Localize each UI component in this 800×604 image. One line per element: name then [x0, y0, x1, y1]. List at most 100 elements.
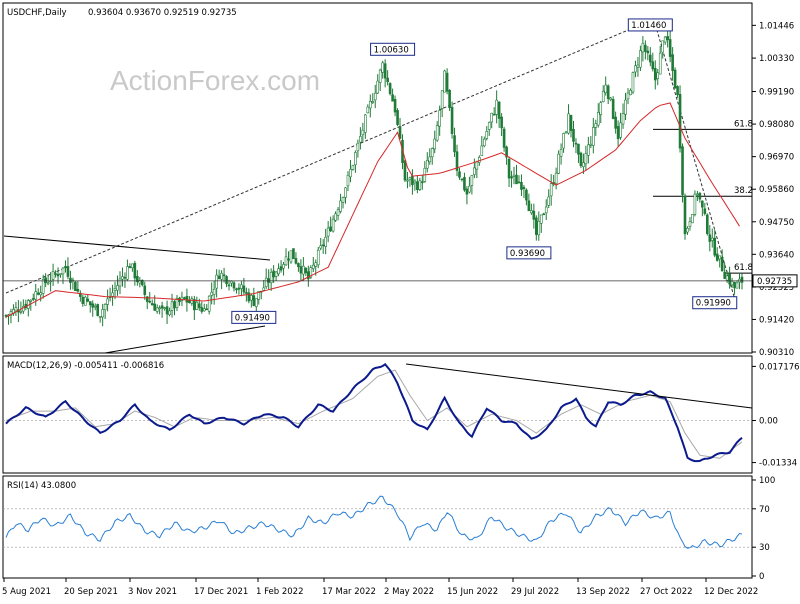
candle-body	[91, 303, 95, 308]
x-tick-label: 29 Jul 2022	[511, 587, 559, 597]
candle-body	[277, 268, 280, 275]
candle-body	[507, 158, 511, 179]
candle-body	[611, 99, 615, 119]
candle-body	[624, 99, 627, 115]
candle-body	[666, 36, 669, 41]
candle-body	[430, 148, 434, 158]
candle-body	[678, 93, 682, 149]
price-tick-label: 0.92525	[759, 283, 794, 293]
candle-body	[121, 276, 124, 280]
candle-body	[740, 276, 744, 283]
candle-body	[294, 258, 298, 264]
candle-body	[520, 181, 523, 190]
candle-body	[676, 86, 679, 96]
candle-body	[185, 296, 189, 303]
candle-body	[428, 156, 432, 163]
candle-body	[644, 44, 647, 52]
candle-body	[309, 267, 313, 278]
macd-title: MACD(12,26,9) -0.005411 -0.006816	[7, 361, 164, 371]
candle-body	[487, 122, 491, 130]
candle-body	[495, 99, 498, 115]
candle-body	[257, 291, 261, 300]
candle-body	[314, 262, 318, 267]
candle-body	[693, 193, 697, 215]
candle-body	[173, 301, 176, 309]
candle-body	[272, 270, 275, 278]
candle-body	[438, 110, 441, 127]
candle-body	[482, 138, 486, 147]
fib-label: 61.8	[734, 263, 753, 273]
candle-body	[579, 152, 583, 166]
candle-body	[245, 292, 248, 294]
candle-body	[383, 63, 387, 79]
candle-body	[66, 266, 70, 277]
price-label: 1.01460	[631, 21, 666, 31]
ma-line	[5, 102, 740, 318]
candle-body	[356, 142, 360, 152]
current-price: 0.92735	[3, 274, 798, 288]
candle-body	[505, 146, 508, 158]
candle-body	[54, 273, 57, 275]
candle-body	[539, 214, 543, 224]
candle-body	[681, 146, 684, 195]
candle-body	[252, 295, 256, 306]
x-tick-label: 13 Sep 2022	[576, 587, 630, 597]
price-label-box	[692, 296, 738, 310]
candle-body	[361, 129, 365, 136]
falling-trendline	[653, 19, 736, 301]
candle-body	[614, 116, 617, 129]
candle-body	[44, 277, 47, 283]
candle-body	[609, 97, 612, 100]
candle-body	[197, 303, 201, 308]
candle-body	[396, 110, 399, 125]
candle-body	[641, 43, 645, 53]
candle-body	[324, 236, 327, 247]
candle-body	[646, 50, 650, 54]
candle-body	[425, 160, 429, 169]
candle-body	[445, 72, 449, 92]
candle-body	[621, 113, 625, 125]
x-tick-label: 5 Aug 2021	[2, 587, 51, 597]
candle-body	[160, 305, 164, 309]
candle-body	[262, 287, 266, 291]
candle-body	[14, 307, 18, 312]
candle-body	[41, 279, 45, 294]
macd-axis: 0.017176 0.00 -0.01334	[3, 362, 800, 469]
candle-body	[242, 285, 246, 293]
candle-body	[530, 210, 533, 214]
candle-body	[544, 206, 548, 214]
candle-body	[247, 292, 251, 302]
candle-body	[604, 84, 608, 93]
candle-body	[406, 179, 409, 182]
x-tick-label: 2 May 2022	[384, 587, 434, 597]
candle-body	[51, 271, 55, 280]
candle-body	[594, 123, 598, 128]
candle-body	[584, 153, 588, 165]
trendlines	[3, 19, 736, 354]
candle-body	[153, 303, 156, 311]
price-label: 0.91990	[696, 299, 731, 309]
x-tick-label: 27 Oct 2022	[640, 587, 693, 597]
macd-main-line	[5, 362, 743, 463]
candle-body	[287, 258, 290, 261]
candle-body	[111, 292, 114, 297]
candle-body	[264, 277, 268, 287]
candle-body	[639, 50, 642, 68]
moving-average	[5, 102, 740, 318]
candle-body	[735, 282, 739, 289]
price-label-box	[627, 18, 673, 32]
candle-body	[336, 209, 340, 216]
candle-body	[269, 271, 273, 284]
candle-body	[500, 116, 503, 129]
candle-body	[688, 221, 692, 227]
x-tick-label: 3 Nov 2021	[128, 587, 177, 597]
candle-body	[329, 226, 332, 232]
candle-body	[411, 175, 414, 186]
rsi-tick-label: 70	[759, 505, 770, 515]
candle-body	[299, 266, 303, 274]
macd-tick-label: 0.017176	[759, 362, 800, 372]
candle-body	[703, 208, 707, 214]
candle-body	[116, 285, 119, 291]
current-price-value: 0.92735	[757, 277, 792, 287]
candle-body	[143, 285, 147, 295]
